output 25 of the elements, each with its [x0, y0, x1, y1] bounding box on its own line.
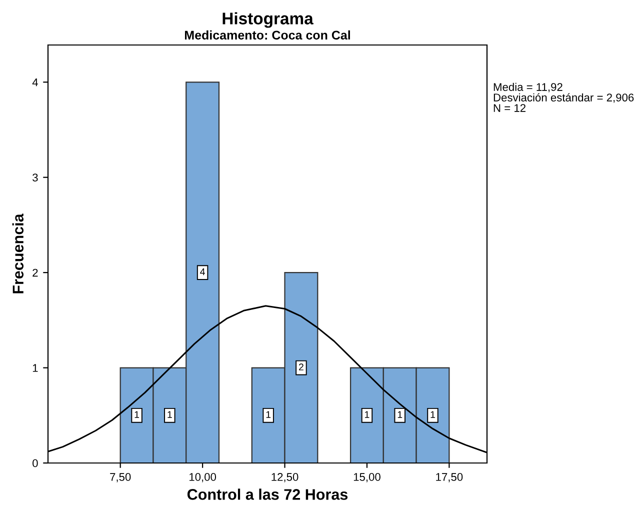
chart-title: Histograma	[222, 12, 314, 28]
chart-subtitle: Medicamento: Coca con Cal	[184, 30, 350, 40]
x-tick-label: 10,00	[190, 473, 216, 482]
x-axis-title: Control a las 72 Horas	[187, 488, 348, 500]
y-tick-label: 4	[32, 78, 38, 86]
y-axis-title: Frecuencia	[12, 214, 24, 294]
text: N = 12	[494, 104, 526, 112]
text: Media = 11,92	[494, 82, 562, 92]
data-label: 1	[398, 411, 402, 418]
data-label: 1	[365, 411, 370, 418]
data-label: 1	[430, 411, 435, 418]
y-tick-label: 0	[32, 459, 38, 468]
data-label: 2	[298, 364, 304, 370]
x-tick-label: 15,00	[354, 473, 380, 482]
y-tick-label: 3	[32, 174, 38, 182]
text: Desviación estándar = 2,906	[494, 93, 634, 103]
data-label: 1	[266, 411, 271, 418]
data-label: 1	[168, 411, 172, 418]
x-tick-label: 17,50	[436, 473, 463, 482]
data-label: 1	[134, 411, 140, 418]
y-tick-label: 2	[32, 268, 38, 277]
x-tick-label: 12,50	[272, 473, 298, 482]
data-label: 4	[200, 268, 205, 276]
x-tick-label: 7,50	[110, 473, 131, 482]
y-tick-label: 1	[32, 364, 38, 372]
